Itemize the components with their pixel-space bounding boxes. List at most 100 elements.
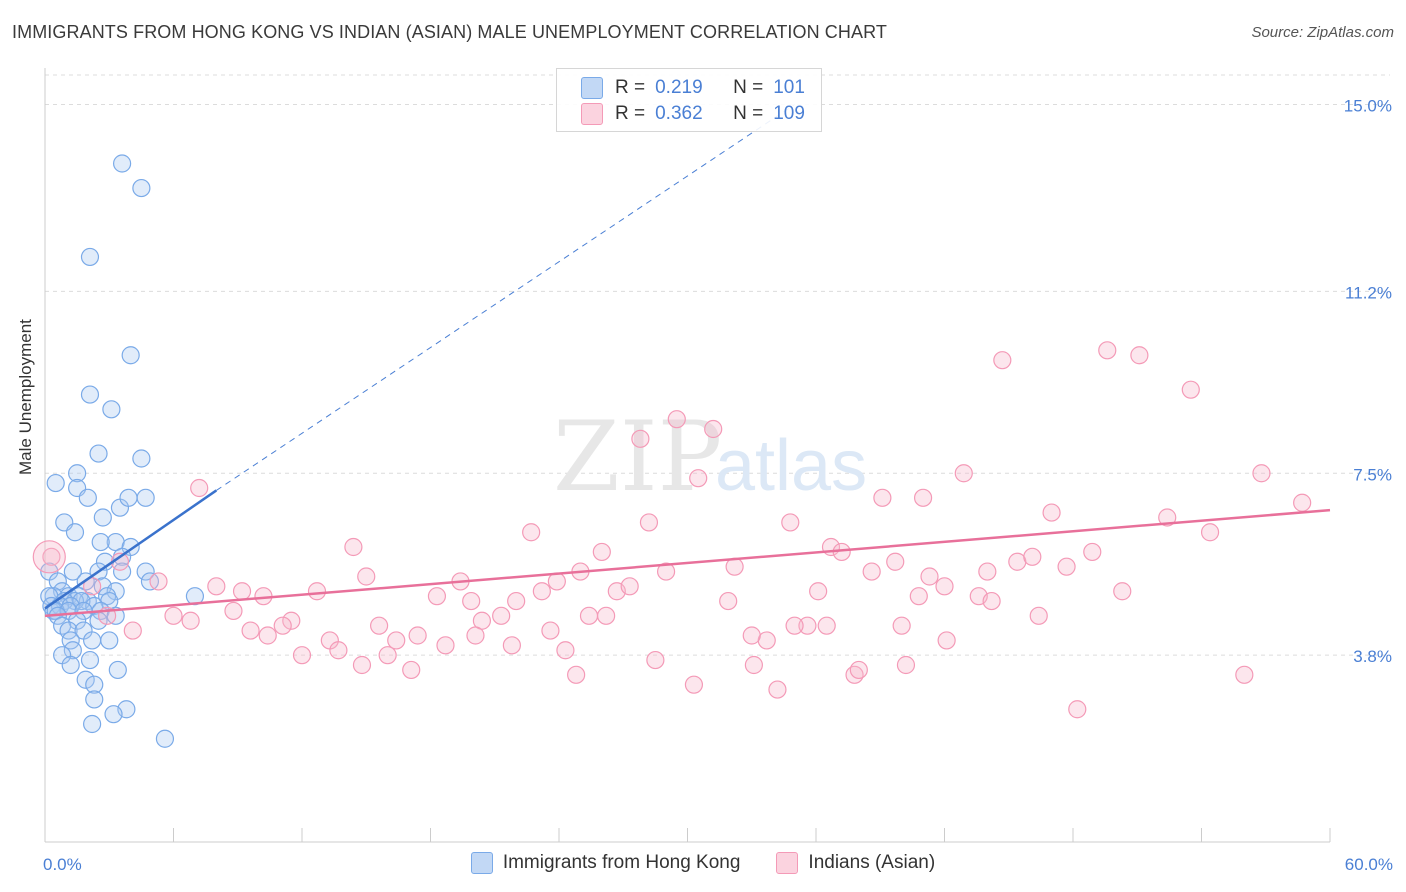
indians-point (1130, 346, 1149, 365)
legend-item-hong-kong[interactable]: Immigrants from Hong Kong (470, 852, 740, 874)
indians-point (83, 577, 102, 596)
indians-point (1181, 380, 1200, 399)
indians-point (639, 513, 659, 532)
indians-point (742, 626, 761, 645)
legend-swatch-indians (776, 852, 799, 874)
indians-point (427, 587, 447, 606)
indians-point (436, 636, 455, 655)
indians-point (913, 488, 933, 507)
indians-point (190, 478, 209, 498)
indians-point (123, 621, 142, 640)
indians-point (817, 616, 836, 635)
hong-kong-point (80, 385, 100, 404)
indians-point (873, 488, 892, 507)
stats-n-value: 101 (773, 77, 805, 98)
indians-point (1042, 503, 1061, 522)
indians-point (273, 616, 292, 635)
indians-point (502, 636, 521, 655)
indians-point (387, 631, 406, 650)
indians-point (920, 567, 939, 586)
hong-kong-point (155, 729, 175, 748)
y-tick-label: 15.0% (1344, 97, 1392, 116)
indians-point (370, 616, 389, 635)
indians-point (862, 562, 881, 581)
hong-kong-point (102, 400, 121, 419)
indians-point (207, 577, 226, 596)
indians-trend-line (44, 508, 1331, 618)
indians-point (507, 591, 526, 611)
indians-point (667, 410, 686, 429)
indians-point (357, 567, 376, 586)
indians-point (757, 631, 776, 650)
indians-point (149, 572, 168, 591)
indians-point (993, 351, 1012, 370)
stats-n-label: N = (733, 103, 764, 124)
indians-point (798, 616, 817, 635)
hong-kong-point (136, 488, 155, 507)
indians-point (1113, 582, 1132, 601)
hong-kong-trend-extension (216, 104, 795, 491)
indians-point (224, 601, 243, 621)
indians-point (1029, 606, 1048, 625)
hong-kong-point (108, 660, 127, 680)
indians-point (567, 665, 586, 684)
indians-point (164, 606, 183, 625)
x-tick-label: 60.0% (1345, 855, 1393, 874)
hong-kong-point (76, 670, 95, 689)
stats-r-value: 0.362 (655, 103, 703, 124)
source-credit: Source: ZipAtlas.com (1251, 24, 1394, 41)
indians-point (646, 650, 665, 670)
hong-kong-point (61, 655, 80, 675)
indians-point (620, 577, 639, 596)
indians-point (592, 542, 611, 562)
indians-point (1057, 557, 1076, 576)
hong-kong-point (83, 714, 102, 734)
indians-point (937, 631, 956, 650)
hong-kong-point (136, 562, 155, 581)
indians-point (1293, 493, 1312, 512)
indians-point (352, 655, 372, 675)
hong-kong-point (63, 641, 82, 660)
stats-n-label: N = (733, 77, 764, 98)
indians-point (896, 655, 916, 675)
hong-kong-point (65, 523, 85, 542)
indians-point (684, 675, 704, 694)
stats-row-hong-kong: R = 0.219 N = 101 (581, 75, 805, 101)
indians-point (1023, 547, 1042, 566)
indians-point (886, 552, 905, 571)
hong-kong-point (63, 562, 82, 581)
hong-kong-point (78, 488, 97, 507)
stats-n-value: 109 (773, 103, 805, 124)
hong-kong-point (68, 464, 87, 483)
hong-kong-point (100, 631, 119, 650)
indians-point (1158, 508, 1177, 527)
hong-kong-point (121, 346, 140, 365)
indians-point (631, 429, 650, 448)
indians-point (935, 577, 954, 596)
legend-item-indians[interactable]: Indians (Asian) (776, 852, 935, 874)
hong-kong-point (119, 488, 138, 507)
indians-point (954, 464, 973, 483)
indians-point (378, 646, 397, 665)
indians-point (329, 641, 348, 660)
stats-row-indians: R = 0.362 N = 109 (581, 101, 805, 127)
watermark-zip: ZIP (553, 401, 722, 513)
y-tick-label: 3.8% (1353, 647, 1392, 666)
indians-point (1068, 700, 1087, 719)
indians-point (656, 562, 676, 581)
indians-point (1098, 341, 1117, 360)
hong-kong-point (83, 631, 102, 650)
indians-point (232, 582, 252, 601)
hong-kong-point (104, 705, 123, 724)
watermark-atlas: atlas (715, 426, 867, 506)
indians-point (307, 582, 327, 601)
indians-point (1083, 542, 1102, 562)
stats-r-label: R = (615, 103, 646, 124)
hong-kong-point (112, 154, 132, 173)
chart-title: IMMIGRANTS FROM HONG KONG VS INDIAN (ASI… (12, 22, 887, 42)
hong-kong-point (46, 473, 65, 493)
indians-point (344, 537, 363, 557)
indians-point (42, 547, 61, 566)
indians-point (982, 591, 1001, 611)
